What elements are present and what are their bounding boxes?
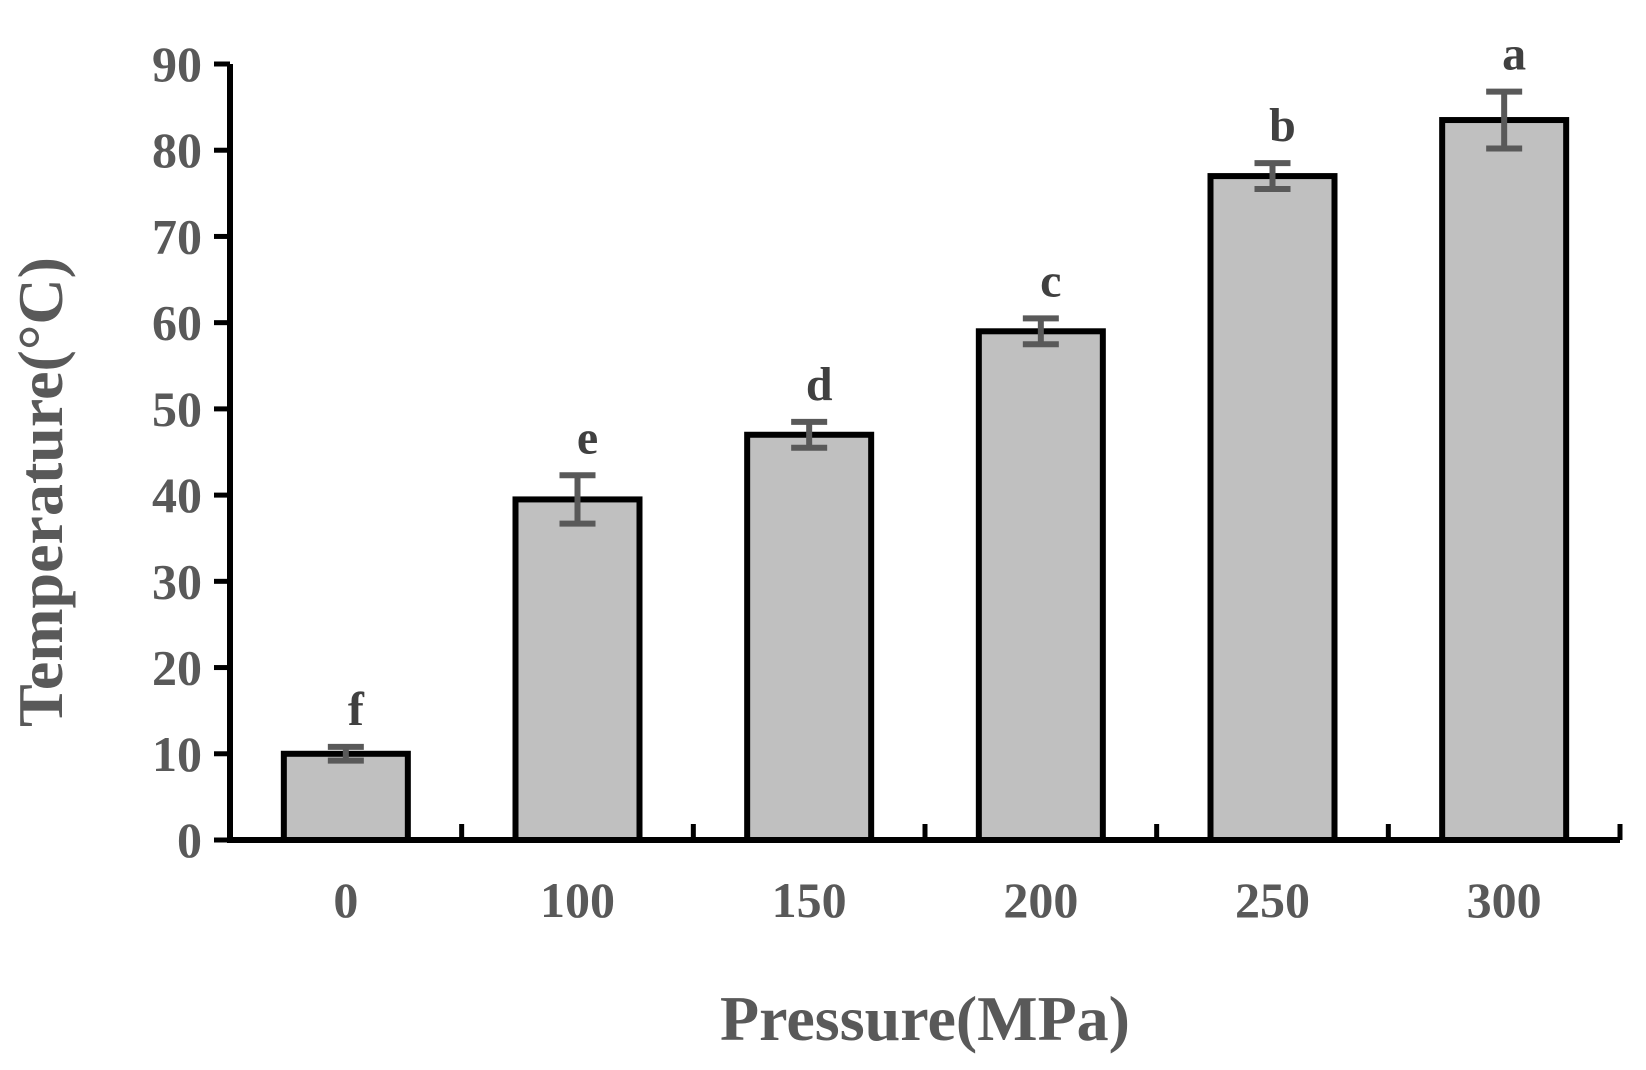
bar [1439,117,1570,844]
bar [1207,173,1338,844]
x-ticks-layer: 0 100 150 200 250 300 [333,824,1623,928]
bar [975,328,1106,843]
y-tick-label: 0 [177,812,202,868]
error-bar [791,418,828,451]
axes-layer [227,64,1620,843]
y-tick-label: 30 [152,553,202,609]
significance-letter: b [1269,99,1296,152]
x-tick-label: 100 [540,872,615,928]
y-tick-label: 10 [152,726,202,782]
significance-letters-layer: f e d c b a [348,28,1526,736]
x-tick-label: 150 [772,872,847,928]
significance-letter: f [348,683,365,736]
y-ticks-layer: 0 10 20 30 40 50 60 70 80 90 [152,36,230,868]
error-bar [559,472,596,527]
bars-layer [280,117,1570,844]
x-tick-label: 200 [1003,872,1078,928]
significance-letter: e [577,411,598,464]
error-bar [327,743,364,764]
y-tick-label: 50 [152,381,202,437]
x-tick-label: 300 [1467,872,1542,928]
x-tick-label: 0 [333,872,358,928]
x-axis-title: Pressure(MPa) [720,983,1130,1054]
y-tick-label: 60 [152,295,202,351]
significance-letter: d [806,358,833,411]
x-tick-label: 250 [1235,872,1310,928]
error-bar [1022,315,1059,348]
significance-letter: c [1040,254,1061,307]
y-tick-label: 90 [152,36,202,92]
error-bars-layer [327,88,1523,764]
bar [280,750,411,843]
y-tick-label: 40 [152,467,202,523]
y-axis-title: Temperature(°C) [5,257,76,727]
bar [744,431,875,843]
y-tick-label: 70 [152,208,202,264]
y-tick-label: 80 [152,122,202,178]
y-tick-label: 20 [152,640,202,696]
bar [512,496,643,843]
error-bar [1486,88,1523,152]
significance-letter: a [1502,28,1526,81]
error-bar [1254,160,1291,193]
